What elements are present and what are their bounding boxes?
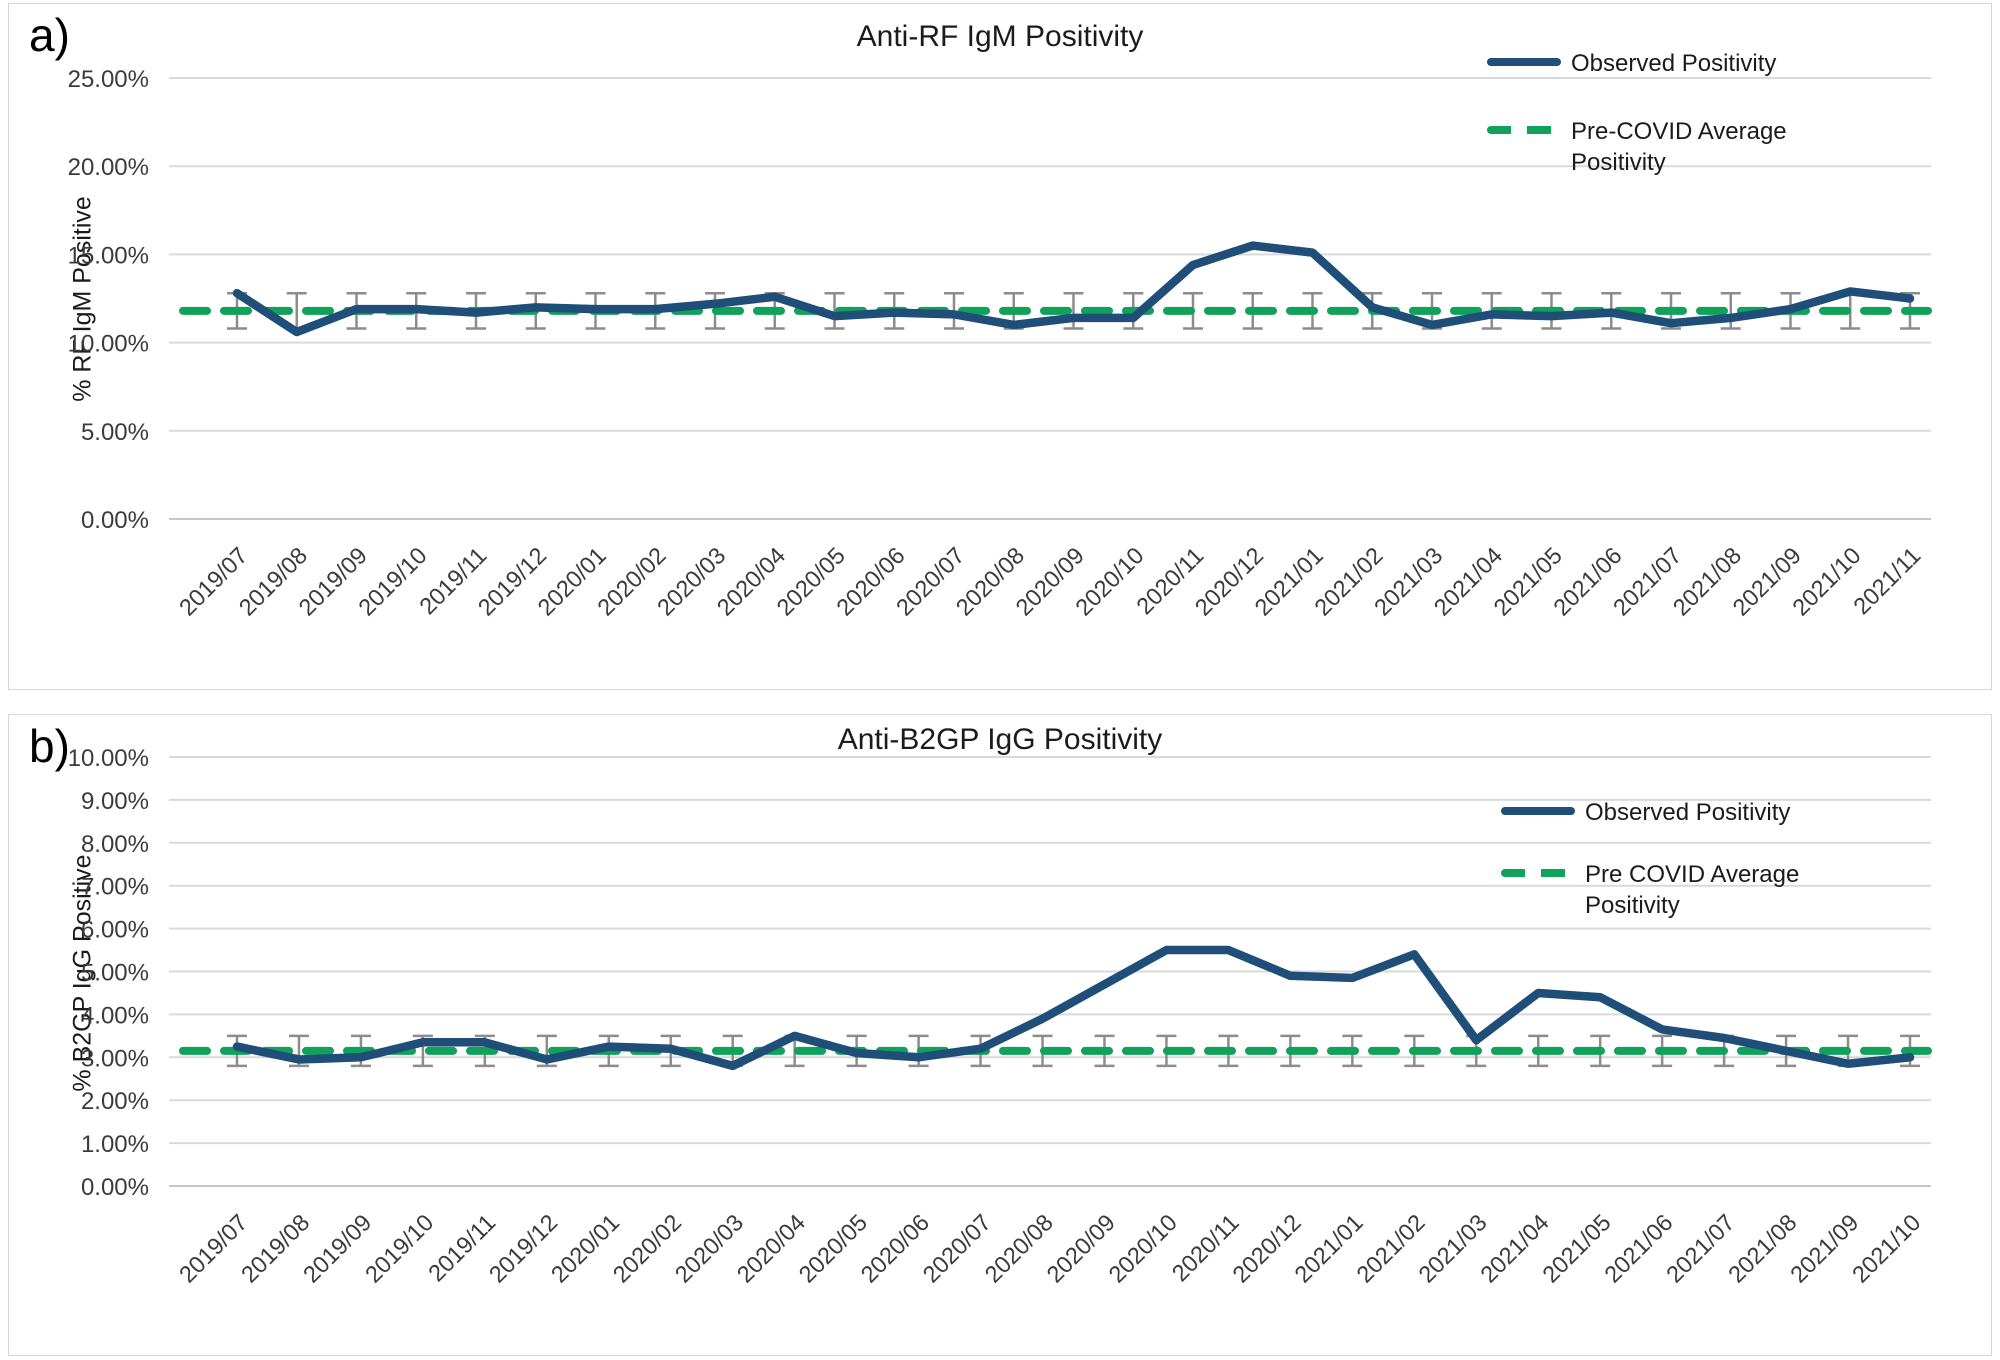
observed-line-swatch — [1487, 58, 1561, 66]
x-tick-label: 2019/10 — [360, 1209, 438, 1287]
y-tick-label: 15.00% — [68, 242, 149, 269]
legend-entry-precovid-average: Pre-COVID Average Positivity — [1487, 116, 1803, 179]
legend-label-precovid-average: Pre-COVID Average Positivity — [1571, 117, 1787, 177]
panel-b-label: b) — [29, 720, 70, 772]
x-tick-label: 2020/05 — [794, 1209, 872, 1287]
y-tick-label: 25.00% — [68, 66, 149, 93]
anti-b2gp-igg-chart: 10.00% 9.00% 8.00% 7.00% 6.00% 5.00% 4.00% 3.00… — [68, 745, 1932, 1288]
y-tick-label: 7.00% — [81, 874, 149, 901]
y-tick-label: 5.00% — [81, 419, 149, 446]
x-tick-label: 2020/04 — [732, 1209, 810, 1287]
observed-positivity-line — [232, 945, 1915, 1071]
observed-line-swatch — [1501, 807, 1575, 815]
x-tick-label: 2021/11 — [1848, 542, 1925, 619]
average-line-swatch — [1487, 125, 1561, 134]
x-tick-label: 2019/12 — [484, 1209, 562, 1287]
y-tick-label: 0.00% — [81, 1174, 149, 1201]
y-tick-label: 0.00% — [81, 507, 149, 534]
anti-rf-igm-chart: 25.00% 20.00% 15.00% 10.00% 5.00% 0.00% 2019/0… — [68, 66, 1932, 621]
chart-a-title: Anti-RF IgM Positivity — [856, 20, 1144, 53]
y-tick-label: 2.00% — [81, 1088, 149, 1115]
x-tick-label: 2020/02 — [608, 1209, 686, 1287]
x-tick-label: 2021/02 — [1351, 1209, 1429, 1287]
y-axis-tick-labels: 10.00% 9.00% 8.00% 7.00% 6.00% 5.00% 4.00% 3.00… — [68, 745, 149, 1201]
y-axis-tick-labels: 25.00% 20.00% 15.00% 10.00% 5.00% 0.00% — [68, 66, 149, 534]
y-tick-label: 10.00% — [68, 745, 149, 772]
x-tick-label: 2019/09 — [298, 1209, 376, 1287]
x-tick-label: 2021/10 — [1847, 1209, 1925, 1287]
y-tick-label: 5.00% — [81, 960, 149, 987]
panel-anti-b2gp-igg: b) Anti-B2GP IgG Positivity % B2GP IgG P… — [8, 714, 1992, 1356]
x-tick-label: 2020/03 — [670, 1209, 748, 1287]
legend-label-observed: Observed Positivity — [1585, 799, 1791, 826]
gridlines — [169, 756, 1931, 1187]
x-tick-label: 2020/08 — [980, 1209, 1058, 1287]
legend-entry-observed: Observed Positivity — [1487, 48, 1803, 80]
panel-a-label: a) — [29, 9, 70, 61]
x-tick-label: 2020/09 — [1042, 1209, 1120, 1287]
legend-entry-precovid-average: Pre COVID Average Positivity — [1501, 859, 1817, 922]
legend-entry-observed: Observed Positivity — [1501, 797, 1817, 829]
x-tick-label: 2020/07 — [918, 1209, 996, 1287]
y-tick-label: 10.00% — [68, 331, 149, 358]
x-tick-label: 2021/05 — [1537, 1209, 1615, 1287]
panel-anti-rf-igm: a) Anti-RF IgM Positivity % RF IgM Posit… — [8, 3, 1992, 690]
y-tick-label: 20.00% — [68, 154, 149, 181]
x-tick-label: 2021/03 — [1413, 1209, 1491, 1287]
x-tick-label: 2019/08 — [236, 1209, 314, 1287]
y-tick-label: 9.00% — [81, 788, 149, 815]
y-tick-label: 6.00% — [81, 917, 149, 944]
x-tick-label: 2021/07 — [1661, 1209, 1739, 1287]
x-tick-label: 2021/09 — [1785, 1209, 1863, 1287]
observed-positivity-line — [232, 241, 1915, 337]
x-tick-label: 2021/06 — [1599, 1209, 1677, 1287]
average-line-swatch — [1501, 868, 1575, 877]
chart-a-legend: Observed Positivity Pre-COVID Average Po… — [1487, 48, 1803, 179]
x-tick-label: 2020/01 — [546, 1209, 624, 1287]
x-axis-tick-labels: 2019/072019/082019/092019/102019/112019/… — [174, 1209, 1925, 1287]
y-tick-label: 8.00% — [81, 831, 149, 858]
chart-b-title: Anti-B2GP IgG Positivity — [837, 723, 1163, 756]
x-tick-label: 2019/07 — [174, 1209, 252, 1287]
x-tick-label: 2020/10 — [1104, 1209, 1182, 1287]
y-tick-label: 4.00% — [81, 1002, 149, 1029]
gridlines — [169, 77, 1931, 520]
x-tick-label: 2020/06 — [856, 1209, 934, 1287]
y-tick-label: 3.00% — [81, 1045, 149, 1072]
x-tick-label: 2020/12 — [1227, 1209, 1305, 1287]
x-tick-label: 2021/08 — [1723, 1209, 1801, 1287]
x-tick-label: 2021/04 — [1475, 1209, 1553, 1287]
x-tick-label: 2021/01 — [1289, 1209, 1367, 1287]
legend-label-observed: Observed Positivity — [1571, 50, 1777, 77]
legend-label-precovid-average: Pre COVID Average Positivity — [1585, 860, 1800, 920]
x-axis-tick-labels: 2019/072019/082019/092019/102019/112019/… — [174, 542, 1925, 620]
chart-b-legend: Observed Positivity Pre COVID Average Po… — [1501, 797, 1817, 922]
y-tick-label: 1.00% — [81, 1131, 149, 1158]
